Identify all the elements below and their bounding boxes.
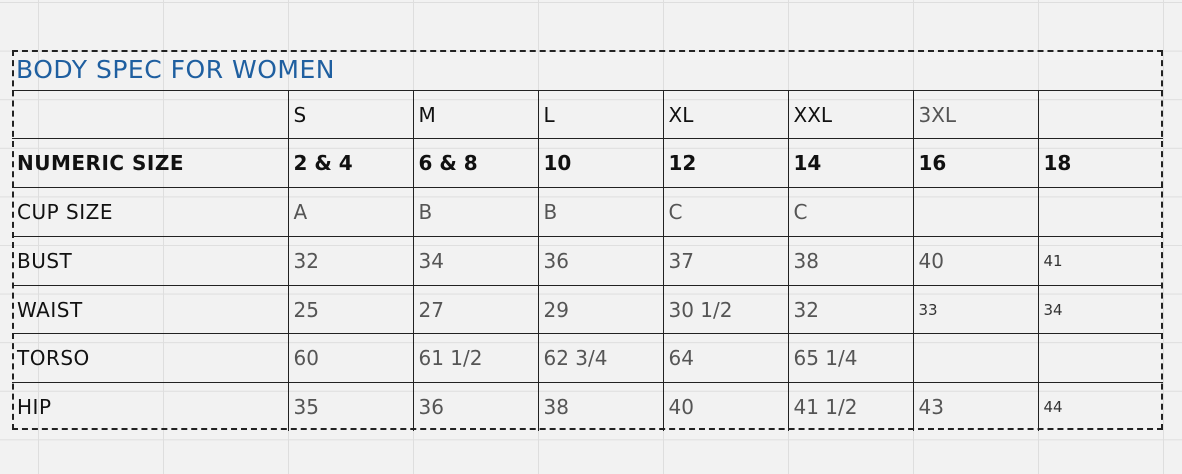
value-cell[interactable]: 65 1/4	[787, 333, 914, 383]
value-cell[interactable]: 18	[1037, 138, 1163, 188]
value-cell[interactable]: 44	[1037, 382, 1163, 431]
value-cell[interactable]: A	[287, 187, 414, 237]
value-cell[interactable]: 32	[287, 236, 414, 286]
value-cell[interactable]: 6 & 8	[412, 138, 539, 188]
row-label-cell[interactable]: BUST	[12, 236, 289, 286]
row-label-cell[interactable]: WAIST	[12, 285, 289, 334]
value-cell[interactable]: 37	[662, 236, 789, 286]
value-cell[interactable]: 36	[537, 236, 664, 286]
value-cell[interactable]: 32	[787, 285, 914, 334]
value-cell[interactable]: 27	[412, 285, 539, 334]
value-cell[interactable]: 10	[537, 138, 664, 188]
value-cell[interactable]: 29	[537, 285, 664, 334]
size-header-cell[interactable]: XXL	[787, 90, 914, 139]
table-row: TORSO 60 61 1/2 62 3/4 64 65 1/4	[12, 333, 1163, 383]
size-header-cell[interactable]: L	[537, 90, 664, 139]
value-cell[interactable]: 36	[412, 382, 539, 431]
value-cell[interactable]: 30 1/2	[662, 285, 789, 334]
value-cell[interactable]: 62 3/4	[537, 333, 664, 383]
value-cell[interactable]: C	[787, 187, 914, 237]
header-blank-cell[interactable]	[12, 90, 289, 139]
value-cell[interactable]: 12	[662, 138, 789, 188]
value-cell[interactable]: 40	[662, 382, 789, 431]
table-row: HIP 35 36 38 40 41 1/2 43 44	[12, 382, 1163, 431]
value-cell[interactable]: 25	[287, 285, 414, 334]
value-cell[interactable]	[912, 333, 1039, 383]
value-cell[interactable]: 16	[912, 138, 1039, 188]
value-cell[interactable]: 64	[662, 333, 789, 383]
size-header-row: S M L XL XXL 3XL	[12, 90, 1163, 139]
size-header-cell[interactable]: XL	[662, 90, 789, 139]
value-cell[interactable]: 2 & 4	[287, 138, 414, 188]
row-label-cell[interactable]: TORSO	[12, 333, 289, 383]
row-label-cell[interactable]: NUMERIC SIZE	[12, 138, 289, 188]
table-row: CUP SIZE A B B C C	[12, 187, 1163, 237]
value-cell[interactable]: B	[537, 187, 664, 237]
table-row: WAIST 25 27 29 30 1/2 32 33 34	[12, 285, 1163, 334]
value-cell[interactable]	[1037, 187, 1163, 237]
value-cell[interactable]: B	[412, 187, 539, 237]
value-cell[interactable]: 60	[287, 333, 414, 383]
row-label-cell[interactable]: HIP	[12, 382, 289, 431]
size-header-cell[interactable]: 3XL	[912, 90, 1039, 139]
value-cell[interactable]	[912, 187, 1039, 237]
table-row: BUST 32 34 36 37 38 40 41	[12, 236, 1163, 286]
sheet-title[interactable]: BODY SPEC FOR WOMEN	[16, 55, 335, 84]
value-cell[interactable]: 61 1/2	[412, 333, 539, 383]
row-label-cell[interactable]: CUP SIZE	[12, 187, 289, 237]
value-cell[interactable]: C	[662, 187, 789, 237]
value-cell[interactable]: 35	[287, 382, 414, 431]
value-cell[interactable]	[1037, 333, 1163, 383]
value-cell[interactable]: 14	[787, 138, 914, 188]
size-header-cell[interactable]: S	[287, 90, 414, 139]
value-cell[interactable]: 38	[537, 382, 664, 431]
value-cell[interactable]: 33	[912, 285, 1039, 334]
size-header-cell[interactable]	[1037, 90, 1163, 139]
value-cell[interactable]: 41	[1037, 236, 1163, 286]
size-header-cell[interactable]: M	[412, 90, 539, 139]
value-cell[interactable]: 41 1/2	[787, 382, 914, 431]
value-cell[interactable]: 40	[912, 236, 1039, 286]
value-cell[interactable]: 38	[787, 236, 914, 286]
value-cell[interactable]: 43	[912, 382, 1039, 431]
value-cell[interactable]: 34	[412, 236, 539, 286]
value-cell[interactable]: 34	[1037, 285, 1163, 334]
